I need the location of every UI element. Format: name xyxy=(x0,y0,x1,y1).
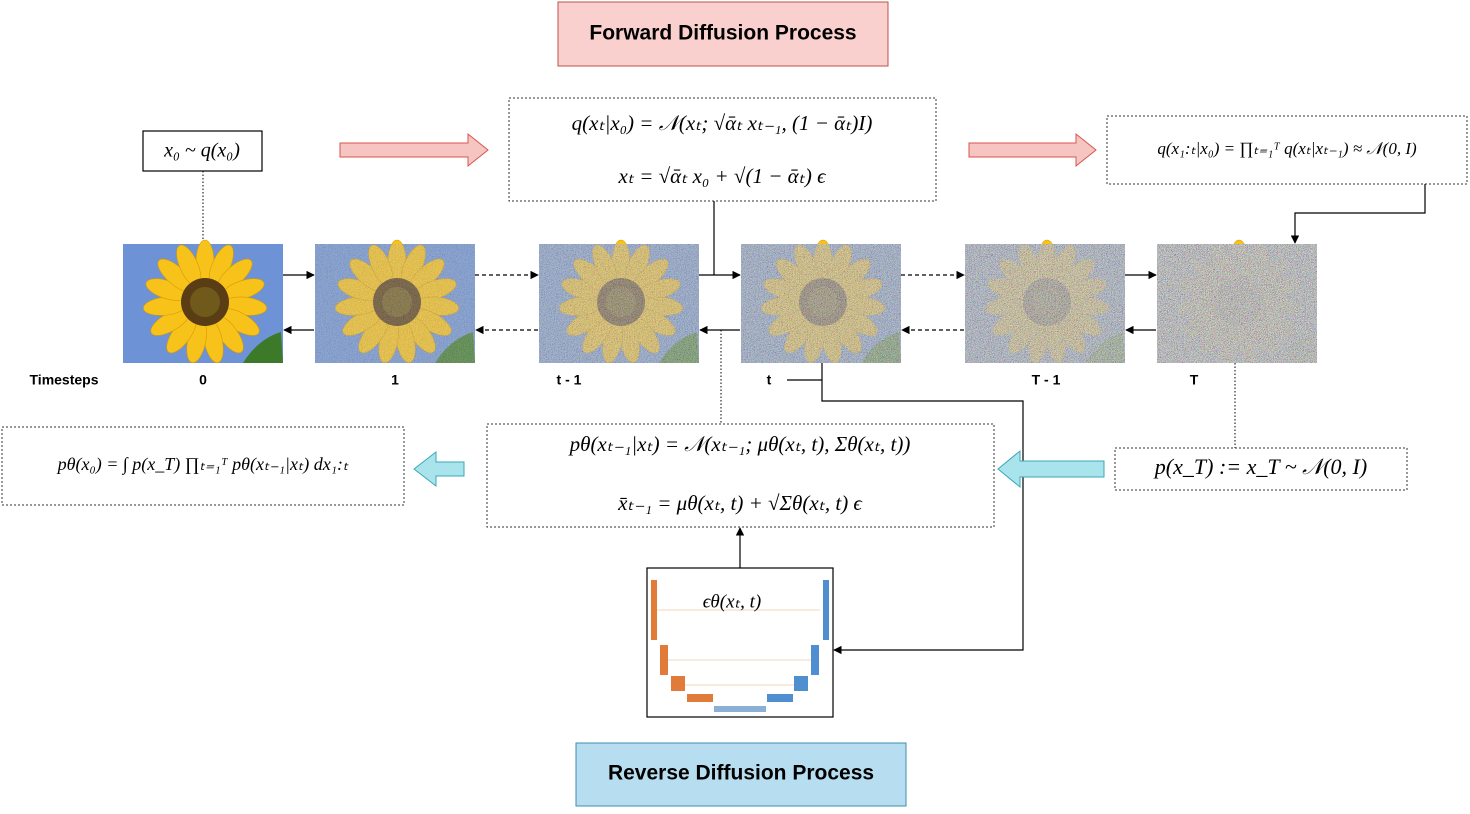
shape xyxy=(651,580,657,640)
shape xyxy=(794,676,808,691)
timestep: 1 xyxy=(391,372,399,388)
image xyxy=(122,239,284,366)
shape xyxy=(811,645,819,675)
connector xyxy=(1290,184,1426,244)
reverse-arrow xyxy=(413,450,465,488)
formula: q(xₜ|x₀) = 𝒩(xₜ; √ᾱₜ xₜ₋₁, (1 − ᾱₜ)I) xyxy=(572,111,873,135)
image-x1 xyxy=(314,239,476,366)
image-xT xyxy=(1156,239,1318,366)
forward-title-box xyxy=(557,1,889,67)
shape xyxy=(714,706,766,712)
timesteps-label: Timesteps xyxy=(30,372,99,388)
shape xyxy=(656,609,820,686)
shape xyxy=(965,244,1125,363)
reverse-title: Reverse Diffusion Process xyxy=(608,762,874,785)
forward-formula-box xyxy=(508,97,937,202)
image-x0 xyxy=(122,239,284,366)
unet-icon xyxy=(651,580,829,712)
formula: ϵθ(xₜ, t) xyxy=(703,591,761,612)
forward-arrow xyxy=(968,132,1097,168)
formula: pθ(x₀) = ∫ p(x_T) ∏ₜ₌₁ᵀ pθ(xₜ₋₁|xₜ) dx₁:… xyxy=(56,454,349,475)
shape xyxy=(1157,244,1317,363)
connector xyxy=(787,363,1024,650)
prior-box xyxy=(1114,447,1408,491)
timestep: 0 xyxy=(199,372,207,388)
timestep: T - 1 xyxy=(1032,372,1061,388)
forward-title: Forward Diffusion Process xyxy=(589,22,856,45)
formula: pθ(xₜ₋₁|xₜ) = 𝒩(xₜ₋₁; μθ(xₜ, t), Σθ(xₜ, … xyxy=(568,432,911,456)
image-xt-1 xyxy=(538,239,700,366)
shape xyxy=(660,645,668,675)
formula: x̄ₜ₋₁ = μθ(xₜ, t) + √Σθ(xₜ, t) ϵ xyxy=(617,491,863,515)
formula: x₀ ~ q(x₀) xyxy=(163,140,240,162)
shape xyxy=(671,676,685,691)
forward-arrow xyxy=(339,132,489,168)
step-arrows xyxy=(283,270,1157,335)
shape xyxy=(767,694,793,702)
shape xyxy=(315,244,475,363)
network-box xyxy=(646,567,834,718)
reverse-title-box xyxy=(575,742,907,807)
data-box xyxy=(142,130,263,172)
shape xyxy=(823,580,829,640)
timestep: T xyxy=(1190,372,1199,388)
shape xyxy=(539,244,699,363)
timestep: t - 1 xyxy=(557,372,582,388)
reverse-joint-box xyxy=(1,426,405,506)
shape xyxy=(741,244,901,363)
reverse-formula-box xyxy=(486,423,995,528)
timestep: t xyxy=(767,372,772,388)
formula: p(x_T) := x_T ~ 𝒩(0, I) xyxy=(1153,454,1367,479)
shape xyxy=(687,694,713,702)
image-xT-1 xyxy=(964,239,1126,366)
formula: q(x₁:ₜ|x₀) = ∏ₜ₌₁ᵀ q(xₜ|xₜ₋₁) ≈ 𝒩(0, I) xyxy=(1157,139,1417,158)
image-xt xyxy=(740,239,902,366)
formula: xₜ = √ᾱₜ x₀ + √(1 − ᾱₜ) ϵ xyxy=(617,164,827,188)
reverse-arrow xyxy=(997,449,1105,489)
forward-joint-box xyxy=(1106,115,1468,185)
